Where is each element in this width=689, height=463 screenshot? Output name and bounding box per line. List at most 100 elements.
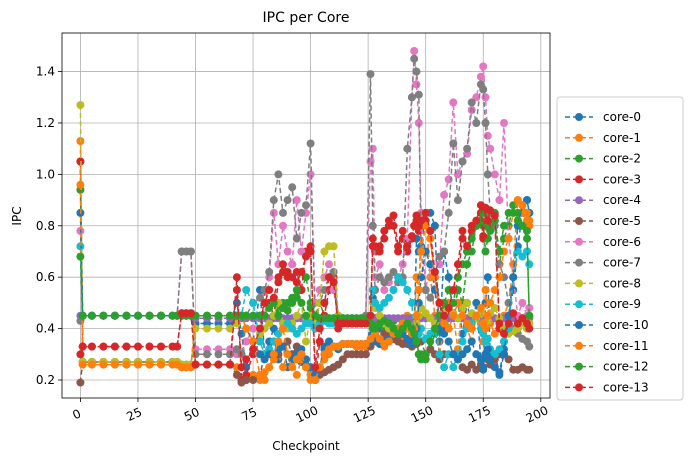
data-point-core-7: [380, 278, 389, 287]
data-point-core-12: [249, 311, 258, 320]
data-point-core-7: [421, 286, 430, 294]
data-point-core-13: [403, 242, 412, 251]
data-point-core-13: [226, 360, 234, 369]
data-point-core-11: [481, 324, 490, 333]
legend-item-core-9: core-9: [565, 297, 641, 311]
data-point-core-6: [325, 260, 333, 269]
data-point-core-11: [361, 340, 370, 348]
data-point-core-9: [435, 350, 444, 359]
data-point-core-5: [338, 355, 347, 364]
legend-item-core-8: core-8: [565, 276, 641, 290]
data-point-core-7: [279, 208, 287, 217]
data-point-core-7: [288, 183, 297, 192]
data-point-core-6: [279, 221, 287, 230]
data-point-core-12: [242, 311, 251, 320]
data-point-core-10: [403, 334, 412, 343]
data-point-core-11: [467, 324, 476, 333]
legend-marker: [575, 133, 583, 142]
data-point-core-0: [430, 221, 439, 230]
data-point-core-5: [467, 360, 476, 369]
data-point-core-13: [283, 268, 292, 276]
data-point-core-13: [78, 342, 87, 351]
data-point-core-2: [302, 273, 310, 282]
legend-item-core-13: core-13: [565, 380, 649, 394]
data-point-core-11: [504, 234, 513, 243]
data-point-core-13: [288, 273, 297, 282]
data-point-core-11: [76, 180, 85, 189]
legend-marker: [575, 237, 583, 246]
data-point-core-11: [242, 324, 251, 333]
data-point-core-7: [444, 208, 453, 217]
data-point-core-12: [449, 298, 458, 307]
legend-marker: [575, 175, 583, 184]
data-point-core-7: [214, 350, 223, 359]
data-point-core-12: [500, 221, 508, 230]
data-point-core-8: [203, 324, 211, 333]
data-point-core-13: [444, 304, 453, 312]
data-point-core-12: [371, 324, 380, 333]
data-point-core-13: [110, 342, 119, 351]
data-point-core-6: [288, 260, 297, 269]
data-point-core-11: [311, 376, 320, 384]
data-point-core-12: [76, 252, 85, 261]
data-point-core-6: [481, 93, 490, 102]
data-point-core-13: [249, 345, 258, 354]
data-point-core-10: [467, 337, 476, 346]
data-point-core-6: [500, 119, 508, 127]
data-point-core-7: [414, 90, 423, 99]
data-point-core-11: [292, 355, 301, 364]
data-point-core-6: [380, 286, 389, 294]
data-point-core-9: [495, 345, 504, 354]
data-point-core-7: [412, 67, 421, 76]
data-point-core-9: [371, 298, 380, 307]
data-point-core-12: [421, 350, 430, 359]
data-point-core-11: [523, 208, 531, 217]
data-point-core-5: [525, 365, 534, 374]
data-point-core-9: [523, 247, 531, 256]
data-point-core-10: [509, 273, 518, 282]
legend-marker: [575, 196, 583, 205]
data-point-core-7: [426, 293, 435, 302]
data-point-core-12: [134, 311, 142, 320]
data-point-core-10: [483, 345, 492, 354]
data-point-core-3: [458, 234, 467, 243]
data-point-core-12: [495, 247, 504, 256]
data-point-core-12: [297, 298, 306, 307]
data-point-core-11: [486, 298, 495, 307]
data-point-core-12: [398, 324, 407, 333]
data-point-core-9: [297, 324, 306, 333]
data-point-core-5: [334, 360, 343, 369]
data-point-core-12: [283, 298, 292, 307]
data-point-core-13: [412, 211, 421, 220]
data-point-core-13: [320, 298, 329, 307]
plot-frame: [61, 32, 551, 399]
data-point-core-9: [500, 337, 508, 346]
data-point-core-10: [472, 350, 481, 359]
data-point-core-9: [389, 286, 398, 294]
data-point-core-7: [237, 350, 246, 359]
data-point-core-13: [435, 298, 444, 307]
data-point-core-13: [99, 342, 108, 351]
data-point-core-10: [453, 355, 462, 364]
data-point-core-11: [384, 337, 393, 346]
legend-marker: [575, 300, 583, 309]
data-point-core-10: [417, 273, 426, 282]
data-point-core-0: [269, 324, 278, 333]
data-point-core-11: [269, 350, 278, 359]
data-point-core-12: [525, 311, 534, 320]
data-point-core-11: [122, 360, 131, 369]
legend-item-core-10: core-10: [565, 318, 649, 332]
data-point-core-9: [274, 329, 283, 338]
data-point-core-6: [495, 196, 504, 205]
data-point-core-9: [398, 278, 407, 287]
data-point-core-10: [414, 298, 423, 307]
data-point-core-11: [412, 311, 421, 320]
data-point-core-13: [525, 324, 534, 333]
data-point-core-7: [269, 196, 278, 205]
data-point-core-13: [214, 360, 223, 369]
data-point-core-9: [256, 337, 264, 346]
data-point-core-10: [444, 337, 453, 346]
data-point-core-9: [306, 319, 315, 328]
data-point-core-8: [463, 298, 472, 307]
data-point-core-13: [453, 260, 462, 269]
